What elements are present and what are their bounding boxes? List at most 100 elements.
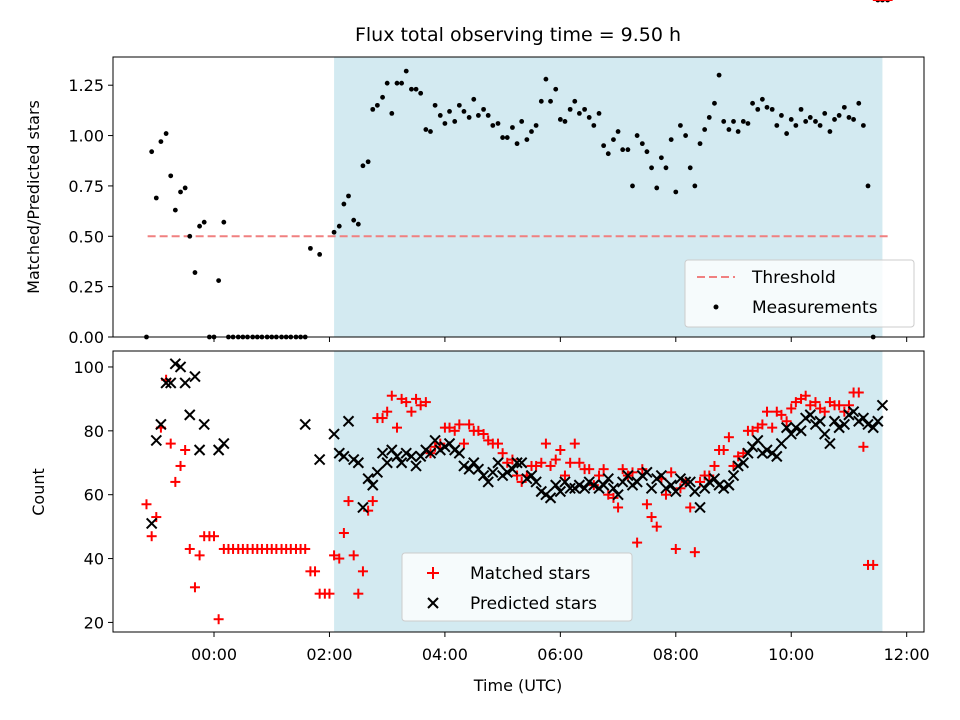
predicted-star-point	[400, 447, 412, 459]
predicted-star-point	[155, 418, 167, 431]
predicted-star-point	[511, 457, 523, 469]
predicted-star-point	[607, 482, 620, 495]
measurement-point	[308, 245, 313, 251]
matched-star-point	[569, 438, 580, 449]
measurement-point	[798, 106, 804, 112]
predicted-star-point	[477, 469, 490, 482]
measurement-point	[153, 195, 159, 201]
predicted-star-point	[655, 469, 668, 482]
matched-star-point	[420, 397, 431, 408]
measurement-point	[562, 119, 568, 124]
measurement-point	[389, 111, 395, 116]
predicted-star-point	[458, 460, 470, 472]
measurement-point	[856, 100, 862, 106]
measurement-point	[836, 113, 842, 118]
predicted-star-point	[218, 437, 230, 450]
measurement-point	[351, 217, 357, 223]
matched-star-point	[565, 457, 576, 468]
y-tick-label: 60	[84, 486, 104, 505]
top-legend: Threshold Measurements	[684, 259, 915, 328]
matched-star-point	[391, 422, 402, 433]
measurement-point	[428, 129, 433, 134]
matched-star-point	[767, 422, 778, 433]
measurement-point	[182, 185, 188, 191]
measurement-point	[365, 159, 371, 165]
measurement-point	[221, 219, 227, 225]
x-tick-label: 06:00	[537, 645, 583, 664]
matched-star-point	[213, 614, 224, 625]
matched-star-point	[502, 457, 513, 468]
measurement-point	[553, 86, 559, 92]
matched-star-point	[627, 467, 638, 478]
matched-star-point	[761, 406, 772, 417]
measurement-point	[721, 119, 727, 124]
predicted-star-point	[694, 501, 706, 514]
measurement-point	[447, 108, 452, 114]
matched-star-point	[651, 521, 662, 532]
ratio-panel: 0.00 0.25 0.50 0.75 1.00 1.25 Flux total obse…	[24, 0, 925, 347]
measurement-point	[611, 137, 616, 142]
matched-star-point	[180, 444, 191, 455]
top-legend-box	[684, 259, 915, 328]
y-tick-label: 100	[73, 358, 104, 377]
measurement-point	[716, 72, 722, 78]
measurement-point	[461, 108, 467, 114]
measurement-point	[644, 149, 650, 155]
bottom-legend-box	[401, 552, 633, 622]
measurement-point	[649, 165, 654, 171]
x-tick-label: 02:00	[306, 645, 352, 664]
measurement-point	[341, 201, 347, 207]
measurement-point	[841, 104, 847, 110]
predicted-star-point	[530, 476, 542, 488]
measurement-point	[317, 252, 323, 257]
predicted-star-point	[501, 466, 513, 479]
predicted-star-point	[679, 476, 692, 488]
matched-star-point	[637, 464, 648, 475]
measurement-point	[582, 106, 587, 112]
predicted-star-point	[482, 476, 494, 488]
predicted-star-point	[737, 457, 750, 469]
predicted-star-point	[876, 399, 889, 411]
predicted-star-point	[804, 409, 816, 421]
bottom-y-axis-label: Count	[29, 468, 48, 516]
matched-star-point	[819, 406, 830, 417]
predicted-star-point	[352, 457, 365, 469]
measurement-point	[149, 149, 155, 155]
x-tick-label: 08:00	[653, 645, 699, 664]
measurement-point	[572, 98, 578, 104]
predicted-star-point	[727, 469, 740, 482]
measurement-point	[548, 98, 553, 104]
matched-star-point	[747, 425, 758, 436]
measurement-point	[178, 189, 183, 195]
measurement-point	[620, 147, 626, 153]
measurement-point	[346, 193, 351, 199]
chart-title: Flux total observing time = 9.50 h	[355, 24, 681, 46]
measurement-point	[697, 141, 703, 147]
matched-star-point	[723, 432, 734, 443]
measurement-point	[557, 117, 563, 122]
predicted-star-point	[410, 460, 422, 472]
predicted-star-point	[299, 418, 311, 431]
measurement-point	[374, 102, 380, 108]
measurement-point	[726, 127, 732, 132]
measurement-point	[331, 229, 337, 235]
predicted-star-point	[723, 479, 735, 491]
matched-star-point	[382, 406, 393, 417]
y-tick-label: 80	[84, 422, 104, 441]
predicted-star-point	[698, 482, 711, 495]
predicted-star-point	[612, 488, 624, 501]
measurement-point	[413, 86, 419, 92]
matched-star-point	[329, 550, 340, 561]
measurement-point	[510, 125, 515, 130]
measurement-point	[403, 68, 409, 74]
matched-star-point	[810, 397, 821, 408]
matched-star-point	[170, 476, 181, 487]
predicted-star-point	[838, 418, 851, 431]
measurement-point	[846, 115, 852, 120]
measurement-point	[860, 123, 866, 128]
measurement-point	[163, 131, 169, 136]
measurement-point	[172, 207, 178, 213]
predicted-star-point	[597, 479, 610, 491]
x-tick-label: 04:00	[422, 645, 468, 664]
matched-star-point	[550, 454, 561, 465]
